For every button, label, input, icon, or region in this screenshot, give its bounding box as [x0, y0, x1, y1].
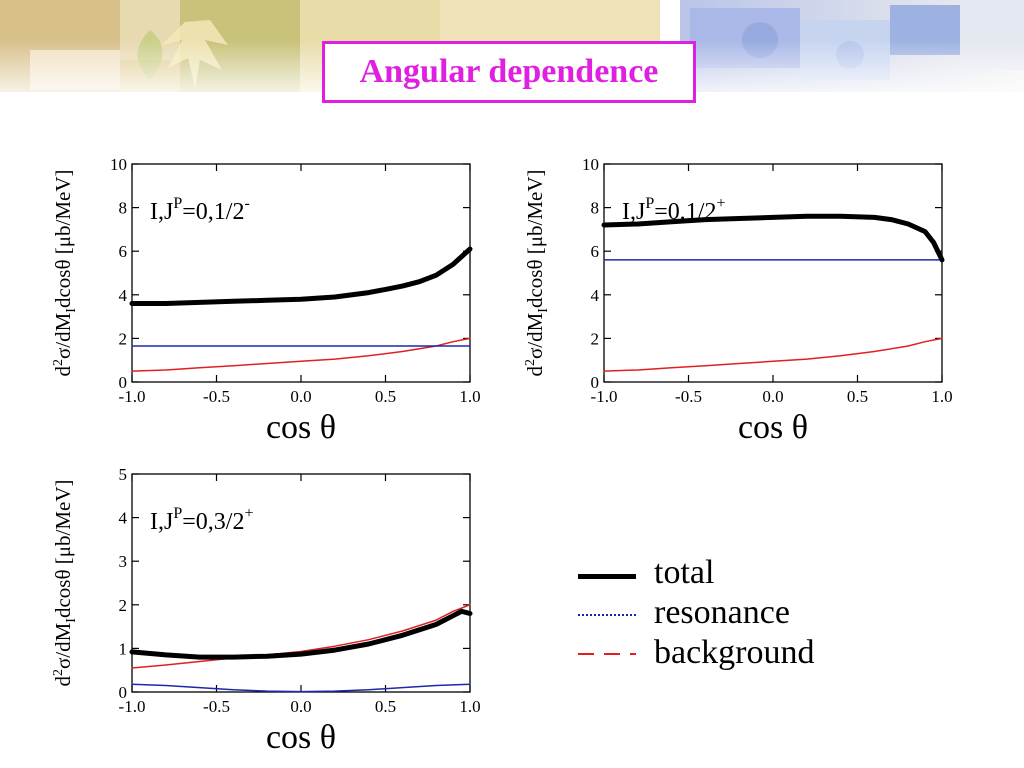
y-axis-label: d2σ/dMIdcosθ [μb/MeV]: [51, 169, 79, 376]
y-tick-label: 0: [119, 373, 128, 392]
chart-3: -1.0 -0.5 0.0 0.5 1.0 0 1 2 3 4 5 I,JP=0,3/2+ cos θ d…: [51, 465, 481, 756]
x-tick-label: 1.0: [931, 387, 952, 406]
x-tick-label: -1.0: [119, 387, 146, 406]
y-tick-label: 8: [119, 199, 128, 218]
series-background-line: [131, 604, 471, 669]
series-total-line: [601, 213, 945, 263]
y-tick-label: 3: [119, 552, 128, 571]
y-tick-label: 10: [110, 155, 127, 174]
panel-quantum-label: I,JP=0,1/2+: [622, 195, 725, 225]
y-tick-label: 8: [591, 199, 600, 218]
x-tick-label: 0.5: [375, 387, 396, 406]
slide-title-box: Angular dependence: [322, 41, 696, 103]
y-tick-label: 2: [591, 329, 600, 348]
slide-title: Angular dependence: [359, 53, 659, 90]
legend-label-resonance: resonance: [654, 594, 790, 631]
legend-swatch-total: [578, 574, 636, 579]
y-tick-label: 0: [591, 373, 600, 392]
chart-panel-1: -1.0 -0.5 0.0 0.5 1.0 0 2 4 6 8 10 I,JP=0,1/2- cos θ…: [40, 140, 510, 450]
plot-frame: [131, 473, 471, 693]
chart-2: -1.0 -0.5 0.0 0.5 1.0 0 2 4 6 8 10 I,JP=0,1/2+ cos θ…: [523, 155, 953, 446]
series-total-line: [129, 608, 473, 660]
x-axis-label: cos θ: [266, 409, 336, 446]
series-background-line: [603, 337, 943, 372]
x-tick-label: -1.0: [591, 387, 618, 406]
series-total-line: [129, 246, 473, 306]
panel-quantum-label: I,JP=0,1/2-: [150, 195, 250, 225]
y-tick-label: 4: [119, 509, 128, 528]
y-axis-label: d2σ/dMIdcosθ [μb/MeV]: [523, 169, 551, 376]
x-tick-label: 0.0: [762, 387, 783, 406]
y-axis-label: d2σ/dMIdcosθ [μb/MeV]: [51, 479, 79, 686]
x-tick-label: 0.0: [290, 387, 311, 406]
series-background-line: [131, 337, 471, 372]
panel-quantum-label: I,JP=0,3/2+: [150, 505, 253, 535]
x-axis-label: cos θ: [738, 409, 808, 446]
x-axis-label: cos θ: [266, 719, 336, 756]
legend-item-total: total: [572, 553, 872, 593]
x-tick-label: 0.5: [375, 697, 396, 716]
legend-label-total: total: [654, 554, 715, 591]
y-tick-label: 2: [119, 329, 128, 348]
y-tick-label: 10: [582, 155, 599, 174]
y-tick-label: 5: [119, 465, 128, 484]
x-tick-label: 0.0: [290, 697, 311, 716]
legend-item-background: background: [572, 633, 872, 673]
x-tick-label: -0.5: [203, 387, 230, 406]
x-tick-label: 1.0: [459, 387, 480, 406]
y-tick-label: 1: [119, 639, 128, 658]
legend-swatch-resonance: [578, 614, 636, 616]
series-resonance-line: [131, 683, 471, 693]
legend-item-resonance: resonance: [572, 593, 872, 633]
x-tick-label: -1.0: [119, 697, 146, 716]
legend-label-background: background: [654, 634, 815, 671]
y-tick-label: 2: [119, 596, 128, 615]
y-tick-label: 4: [591, 286, 600, 305]
chart-panel-2: -1.0 -0.5 0.0 0.5 1.0 0 2 4 6 8 10 I,JP=0,1/2+ cos θ…: [512, 140, 982, 450]
y-tick-label: 6: [119, 242, 128, 261]
chart-panel-3: -1.0 -0.5 0.0 0.5 1.0 0 1 2 3 4 5 I,JP=0,3/2+ cos θ d…: [40, 450, 510, 760]
y-tick-label: 0: [119, 683, 128, 702]
x-tick-label: 1.0: [459, 697, 480, 716]
y-tick-label: 4: [119, 286, 128, 305]
y-tick-label: 6: [591, 242, 600, 261]
x-tick-label: -0.5: [675, 387, 702, 406]
chart-1: -1.0 -0.5 0.0 0.5 1.0 0 2 4 6 8 10 I,JP=0,1/2- cos θ…: [51, 155, 481, 446]
x-tick-label: -0.5: [203, 697, 230, 716]
chart-legend: total resonance background: [572, 553, 872, 683]
x-tick-label: 0.5: [847, 387, 868, 406]
